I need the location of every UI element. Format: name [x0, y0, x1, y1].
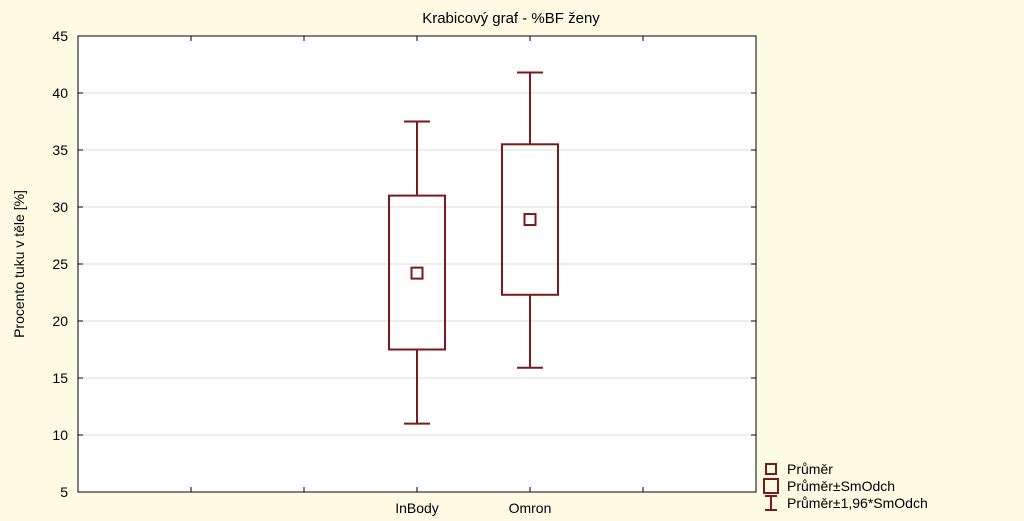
legend-label: Průměr±SmOdch — [787, 478, 895, 494]
y-tick-label: 45 — [52, 28, 68, 44]
x-axis-ticks: InBody Omron — [190, 36, 644, 516]
y-tick-label: 20 — [52, 313, 68, 329]
chart-title: Krabicový graf - %BF ženy — [422, 10, 600, 27]
y-tick-label: 5 — [60, 484, 68, 500]
y-axis-label: Procento tuku v těle [%] — [11, 190, 27, 338]
box-series — [388, 71, 559, 425]
x-tick-label: InBody — [395, 500, 439, 516]
mean-marker — [523, 213, 537, 227]
sd-box — [388, 194, 446, 351]
y-tick-label: 25 — [52, 256, 68, 272]
y-tick-label: 30 — [52, 199, 68, 215]
y-tick-label: 15 — [52, 370, 68, 386]
y-tick-label: 35 — [52, 142, 68, 158]
legend-mean-marker — [765, 463, 777, 475]
y-axis-ticks: 5 10 15 20 25 30 35 40 45 — [52, 28, 756, 500]
x-tick-label: Omron — [509, 500, 552, 516]
y-tick-label: 10 — [52, 427, 68, 443]
legend-box-marker — [763, 478, 779, 494]
legend-label: Průměr±1,96*SmOdch — [787, 495, 928, 511]
legend-label: Průměr — [787, 461, 833, 477]
mean-marker — [410, 266, 424, 280]
sd-box — [501, 143, 559, 296]
y-tick-label: 40 — [52, 85, 68, 101]
